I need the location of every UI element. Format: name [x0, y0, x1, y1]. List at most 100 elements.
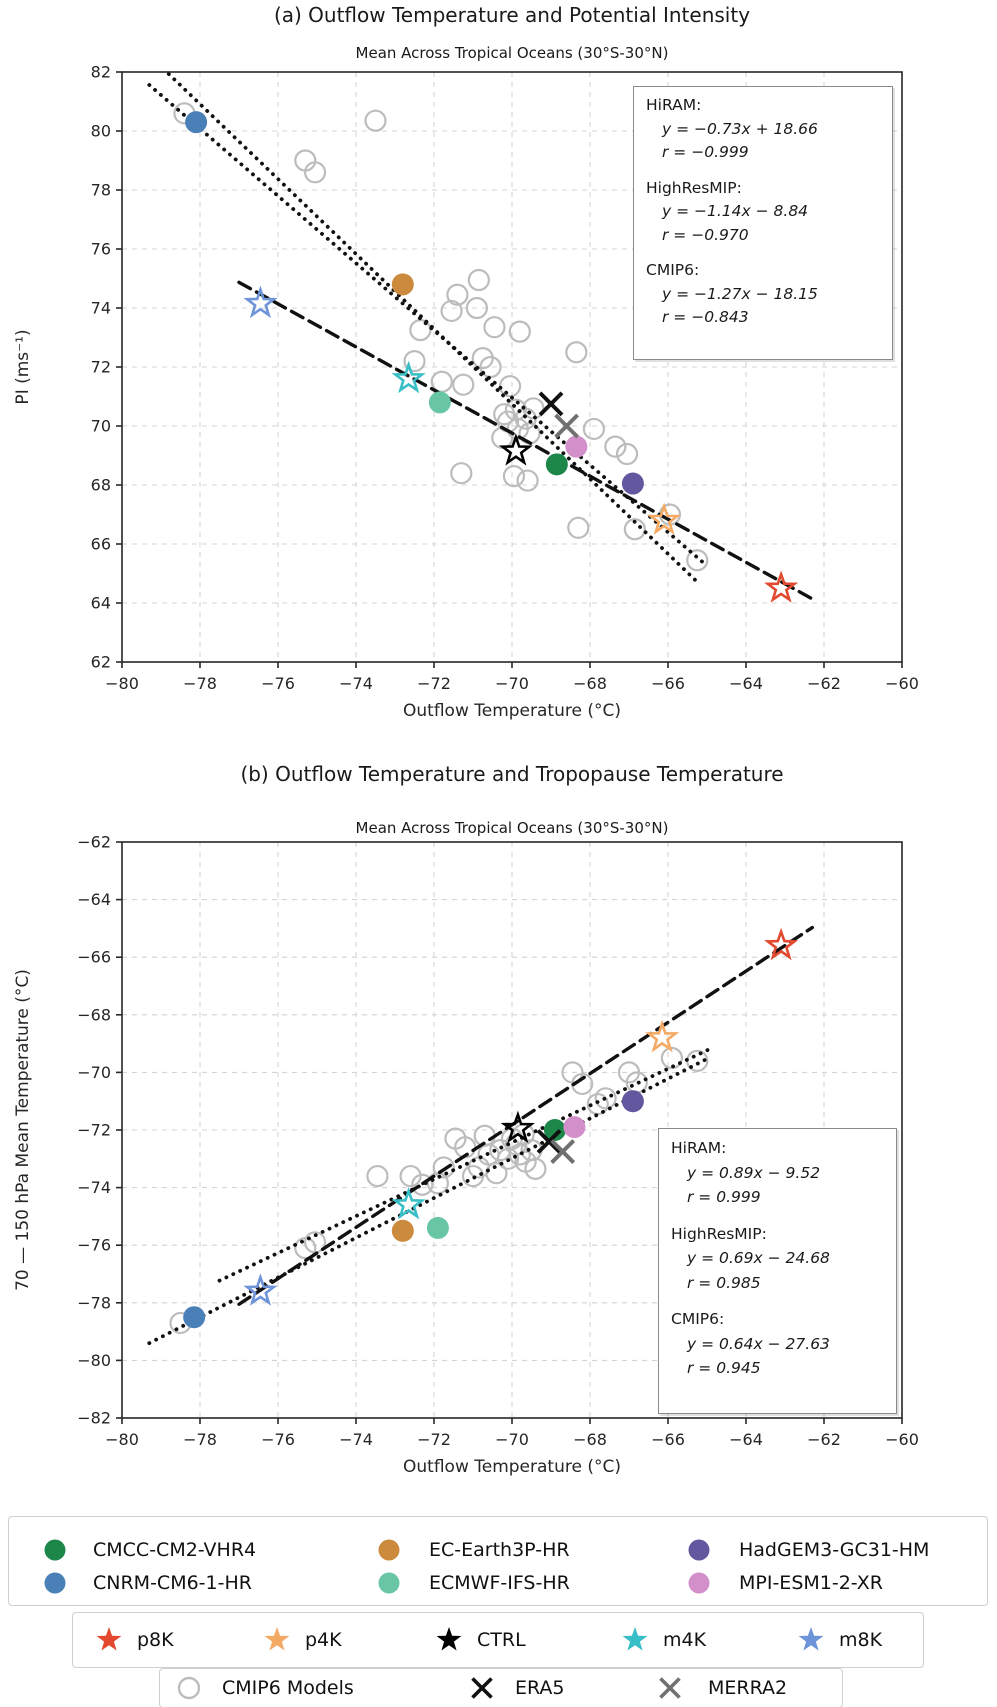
- x-tick-label: −68: [573, 674, 607, 693]
- eq-spacer: [671, 1295, 884, 1307]
- fit-equation: y = 0.89x − 9.52: [687, 1163, 821, 1182]
- mpi-esm1-2-xr-legend-marker-icon: [688, 1572, 710, 1594]
- fit-group-label: HiRAM:: [646, 96, 702, 114]
- y-tick-label: 62: [91, 653, 111, 672]
- ctrl-legend-marker-icon: [436, 1627, 462, 1651]
- y-tick-label: −76: [77, 1236, 111, 1255]
- point-cmip6-models: [524, 1157, 547, 1180]
- point-ec-earth3p-hr: [391, 273, 414, 296]
- point-cnrm-cm6-1-hr: [183, 1306, 206, 1329]
- point-cmip6-models: [411, 1173, 434, 1196]
- fit-equation: r = 0.985: [687, 1273, 761, 1292]
- panel-a-subtitle: Mean Across Tropical Oceans (30°S-30°N): [355, 44, 669, 62]
- eq-spacer: [671, 1210, 884, 1222]
- legend-label-cmcc-cm2-vhr4: CMCC-CM2-VHR4: [93, 1539, 257, 1561]
- y-tick-label: −62: [77, 833, 111, 852]
- point-merra2: [554, 413, 580, 439]
- eq-spacer: [646, 165, 880, 177]
- point-hadgem3-gc31-hm: [621, 1090, 644, 1113]
- fit-group-label: HiRAM:: [671, 1139, 727, 1157]
- x-tick-label: −62: [807, 1430, 841, 1449]
- point-cmip6-models: [366, 1164, 389, 1188]
- point-cmip6-models: [567, 516, 590, 539]
- x-tick-label: −74: [339, 674, 373, 693]
- fit-group-label: HighResMIP:: [646, 178, 742, 197]
- p8k-legend-marker-icon: [96, 1627, 122, 1651]
- y-tick-label: −64: [77, 890, 111, 909]
- y-tick-label: −72: [77, 1121, 111, 1140]
- x-tick-label: −66: [651, 674, 685, 693]
- era5-legend-marker-icon: [471, 1677, 493, 1699]
- merra2-legend-marker-icon: [659, 1677, 681, 1699]
- y-tick-label: −80: [77, 1351, 111, 1370]
- x-tick-label: −78: [183, 674, 217, 693]
- point-ctrl: [500, 1110, 535, 1144]
- legend-label-cnrm-cm6-1-hr: CNRM-CM6-1-HR: [93, 1572, 252, 1594]
- m4k-legend-marker-icon: [622, 1627, 648, 1651]
- point-cmip6-models: [467, 268, 490, 292]
- point-m4k: [391, 1186, 426, 1220]
- fit-line-cmip6: [166, 72, 702, 586]
- panel-b: −80 −78 −76 −74 −72 −70 −68 −66 −64 −62 −60 −82 −80 −…: [13, 833, 919, 1478]
- legend-label-merra2: MERRA2: [708, 1677, 788, 1699]
- point-cmip6-models: [471, 347, 494, 370]
- y-tick-label: 82: [91, 63, 111, 82]
- legend-label-mpi-esm1-2-xr: MPI-ESM1-2-XR: [739, 1572, 883, 1594]
- x-tick-label: −78: [183, 1430, 217, 1449]
- point-ecmwf-ifs-hr: [428, 391, 451, 414]
- point-cmip6-models: [483, 316, 506, 339]
- y-tick-label: −68: [77, 1005, 111, 1024]
- legend-experiments-box: p8K p4K CTRL m4K m8K: [72, 1612, 924, 1668]
- fit-equation: y = −1.27x − 18.15: [662, 284, 818, 303]
- point-cmip6-models: [364, 109, 387, 132]
- y-tick-label: −78: [77, 1293, 111, 1312]
- fit-group-label: CMIP6:: [646, 261, 700, 279]
- point-cmip6-models: [623, 518, 646, 541]
- fit-line-highresmip: [147, 83, 709, 568]
- eq-spacer: [646, 247, 880, 259]
- x-tick-label: −60: [885, 674, 919, 693]
- y-tick-label: −70: [77, 1063, 111, 1082]
- legend-label-era5: ERA5: [515, 1677, 565, 1699]
- legend-references-box: CMIP6 Models ERA5 MERRA2: [159, 1668, 843, 1707]
- panel-a-fit-stats-box: HiRAM: y = −0.73x + 18.66 r = −0.999 HighRe…: [633, 86, 893, 360]
- y-tick-label: 80: [91, 122, 111, 141]
- point-cmip6-models: [498, 375, 522, 398]
- point-m8k: [243, 1273, 278, 1306]
- fit-group-label: CMIP6:: [671, 1310, 725, 1328]
- fit-line-highresmip: [147, 1056, 709, 1346]
- point-mpi-esm1-2-xr: [565, 435, 588, 458]
- point-cmip6-models: [686, 549, 709, 572]
- x-tick-label: −76: [261, 674, 295, 693]
- point-cmip6-models: [399, 1164, 422, 1188]
- point-era5: [538, 391, 564, 417]
- m8k-legend-marker-icon: [798, 1627, 824, 1651]
- fit-equation: y = −1.14x − 8.84: [662, 202, 809, 220]
- x-tick-label: −74: [339, 1430, 373, 1449]
- fit-line-cmip6: [217, 1046, 713, 1283]
- panel-b-title: (b) Outflow Temperature and Tropopause T…: [240, 762, 784, 786]
- legend-label-p8k: p8K: [137, 1629, 174, 1651]
- fit-equation: y = −0.73x + 18.66: [662, 119, 818, 138]
- ecmwf-ifs-hr-legend-marker-icon: [378, 1572, 400, 1594]
- x-tick-label: −68: [573, 1430, 607, 1449]
- x-tick-label: −80: [105, 1430, 139, 1449]
- p4k-legend-marker-icon: [264, 1627, 290, 1651]
- y-tick-label: −66: [77, 948, 111, 967]
- cmip6-models-legend-marker-icon: [177, 1676, 201, 1700]
- y-tick-label: −82: [77, 1409, 111, 1428]
- legend-label-cmip6-models: CMIP6 Models: [222, 1677, 354, 1699]
- point-cmip6-models: [604, 435, 627, 458]
- legend-label-m4k: m4K: [663, 1629, 707, 1651]
- legend-label-ecmwf-ifs-hr: ECMWF-IFS-HR: [429, 1572, 570, 1594]
- point-cmip6-models: [508, 320, 531, 343]
- x-tick-label: −64: [729, 674, 763, 693]
- fit-group-label: HighResMIP:: [671, 1224, 767, 1243]
- x-axis-label-b: Outflow Temperature (°C): [403, 1457, 621, 1477]
- fit-equation: r = −0.843: [662, 308, 749, 326]
- y-tick-label: 78: [91, 181, 111, 200]
- point-era5: [536, 1129, 562, 1154]
- point-ecmwf-ifs-hr: [426, 1216, 449, 1239]
- point-cmcc-cm2-vhr4: [545, 453, 568, 476]
